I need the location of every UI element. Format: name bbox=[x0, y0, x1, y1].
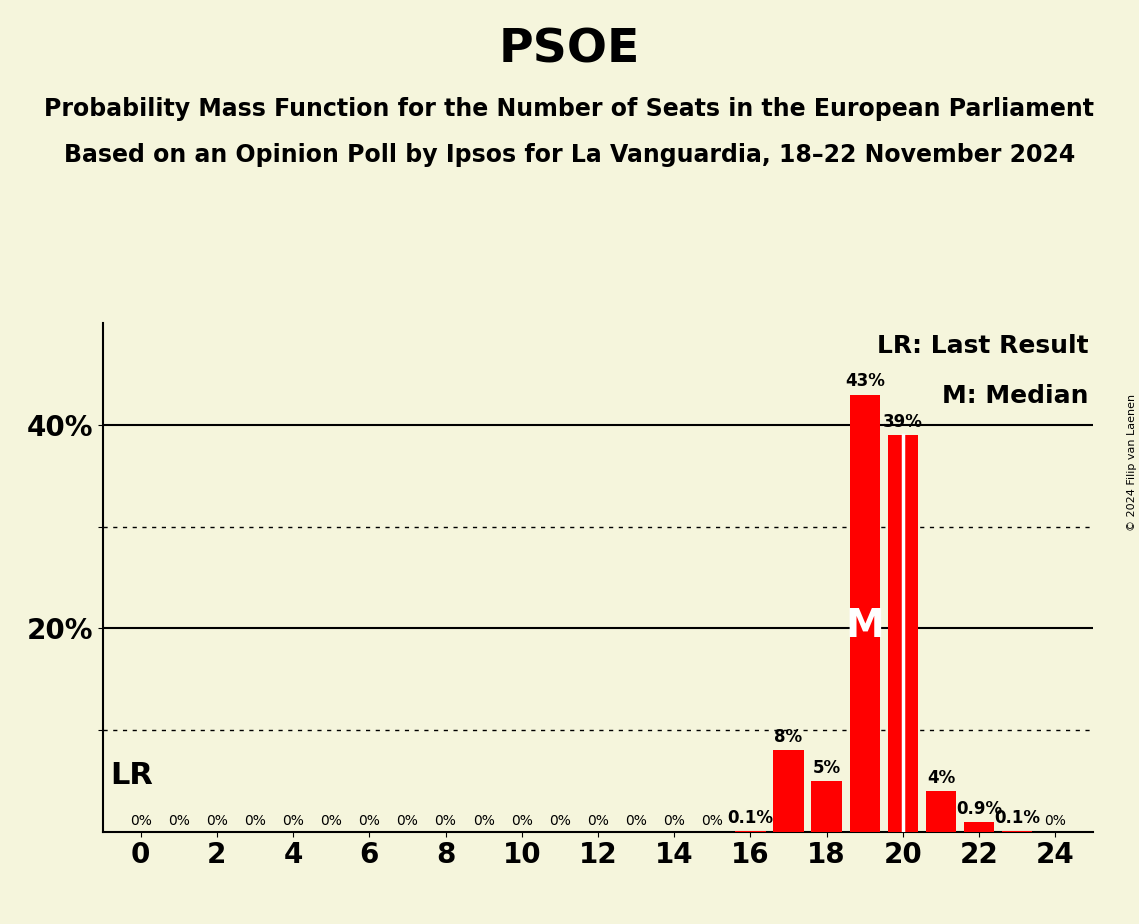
Text: 0%: 0% bbox=[473, 813, 494, 828]
Text: LR: Last Result: LR: Last Result bbox=[877, 334, 1089, 358]
Text: 5%: 5% bbox=[812, 759, 841, 777]
Text: 0%: 0% bbox=[625, 813, 647, 828]
Text: Based on an Opinion Poll by Ipsos for La Vanguardia, 18–22 November 2024: Based on an Opinion Poll by Ipsos for La… bbox=[64, 143, 1075, 167]
Text: 0%: 0% bbox=[282, 813, 304, 828]
Bar bbox=[811, 781, 842, 832]
Text: 0%: 0% bbox=[435, 813, 457, 828]
Text: 0.9%: 0.9% bbox=[956, 800, 1002, 819]
Text: 0%: 0% bbox=[167, 813, 190, 828]
Text: 8%: 8% bbox=[775, 728, 803, 747]
Bar bbox=[850, 395, 880, 832]
Text: 0%: 0% bbox=[244, 813, 265, 828]
Text: 0.1%: 0.1% bbox=[728, 808, 773, 826]
Bar bbox=[735, 831, 765, 832]
Text: 43%: 43% bbox=[845, 372, 885, 391]
Text: PSOE: PSOE bbox=[499, 28, 640, 73]
Text: M: Median: M: Median bbox=[942, 384, 1089, 408]
Text: 0%: 0% bbox=[130, 813, 151, 828]
Text: 0%: 0% bbox=[1044, 813, 1066, 828]
Text: 0%: 0% bbox=[663, 813, 686, 828]
Text: 0.1%: 0.1% bbox=[994, 808, 1040, 826]
Text: 0%: 0% bbox=[702, 813, 723, 828]
Bar bbox=[964, 822, 994, 832]
Text: 0%: 0% bbox=[359, 813, 380, 828]
Bar bbox=[773, 750, 804, 832]
Text: LR: LR bbox=[110, 761, 153, 790]
Text: 0%: 0% bbox=[549, 813, 571, 828]
Text: Probability Mass Function for the Number of Seats in the European Parliament: Probability Mass Function for the Number… bbox=[44, 97, 1095, 121]
Text: 0%: 0% bbox=[206, 813, 228, 828]
Text: 0%: 0% bbox=[510, 813, 533, 828]
Bar bbox=[887, 435, 918, 832]
Bar bbox=[1002, 831, 1032, 832]
Text: 0%: 0% bbox=[396, 813, 418, 828]
Text: 4%: 4% bbox=[927, 769, 956, 787]
Text: 0%: 0% bbox=[587, 813, 609, 828]
Text: 0%: 0% bbox=[320, 813, 342, 828]
Text: M: M bbox=[845, 607, 884, 645]
Bar bbox=[926, 791, 957, 832]
Text: 39%: 39% bbox=[883, 413, 923, 432]
Text: © 2024 Filip van Laenen: © 2024 Filip van Laenen bbox=[1126, 394, 1137, 530]
